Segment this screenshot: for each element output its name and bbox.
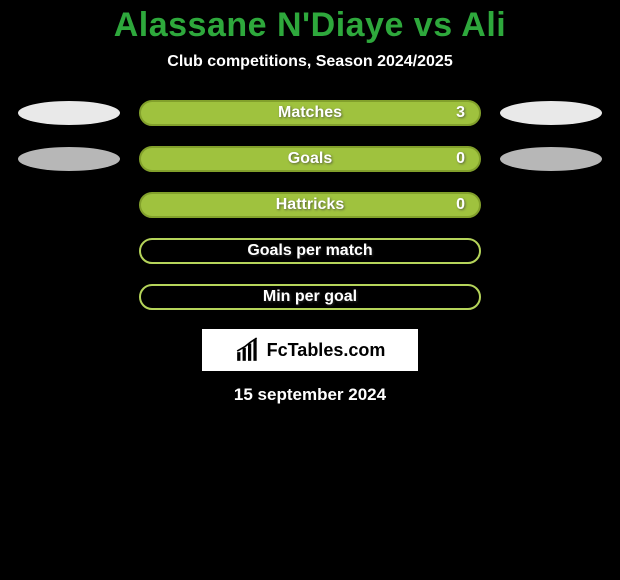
right-slot: [499, 283, 603, 311]
left-slot: [17, 99, 121, 127]
stat-bar: Min per goal: [139, 284, 481, 310]
ellipse-icon: [500, 101, 602, 125]
stat-bar: Hattricks 0: [139, 192, 481, 218]
right-slot: [499, 191, 603, 219]
stat-label: Hattricks: [276, 196, 344, 214]
stat-row: Goals 0: [0, 145, 620, 173]
right-slot: [499, 99, 603, 127]
left-slot: [17, 145, 121, 173]
stat-label: Matches: [278, 104, 342, 122]
stat-row: Goals per match: [0, 237, 620, 265]
left-slot: [17, 237, 121, 265]
stat-bar: Matches 3: [139, 100, 481, 126]
date-text: 15 september 2024: [0, 385, 620, 405]
stat-label: Goals per match: [247, 242, 372, 260]
logo-text: FcTables.com: [267, 340, 386, 361]
stat-bar: Goals 0: [139, 146, 481, 172]
stat-row: Min per goal: [0, 283, 620, 311]
ellipse-icon: [18, 101, 120, 125]
stat-rows: Matches 3 Goals 0 Hattricks 0 Goals per match M…: [0, 99, 620, 311]
left-slot: [17, 191, 121, 219]
stat-label: Min per goal: [263, 288, 357, 306]
stat-bar: Goals per match: [139, 238, 481, 264]
stat-row: Hattricks 0: [0, 191, 620, 219]
right-slot: [499, 237, 603, 265]
stat-value: 0: [456, 196, 465, 214]
stat-value: 3: [456, 104, 465, 122]
ellipse-icon: [18, 147, 120, 171]
right-slot: [499, 145, 603, 173]
logo-box: FcTables.com: [202, 329, 418, 371]
stat-label: Goals: [288, 150, 332, 168]
page-title: Alassane N'Diaye vs Ali: [0, 6, 620, 45]
stat-value: 0: [456, 150, 465, 168]
comparison-chart: Alassane N'Diaye vs Ali Club competition…: [0, 0, 620, 405]
stat-row: Matches 3: [0, 99, 620, 127]
bar-chart-icon: [235, 337, 261, 363]
left-slot: [17, 283, 121, 311]
subtitle: Club competitions, Season 2024/2025: [0, 53, 620, 71]
ellipse-icon: [500, 147, 602, 171]
